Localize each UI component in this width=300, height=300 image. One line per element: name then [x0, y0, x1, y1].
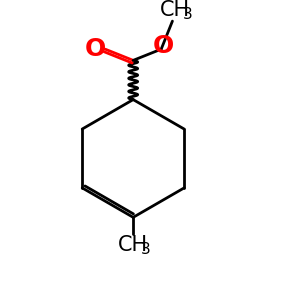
Text: CH: CH	[160, 0, 190, 20]
Text: CH: CH	[118, 236, 148, 255]
Text: O: O	[153, 34, 174, 58]
Text: O: O	[85, 37, 106, 61]
Text: 3: 3	[141, 242, 150, 257]
Text: 3: 3	[183, 7, 193, 22]
